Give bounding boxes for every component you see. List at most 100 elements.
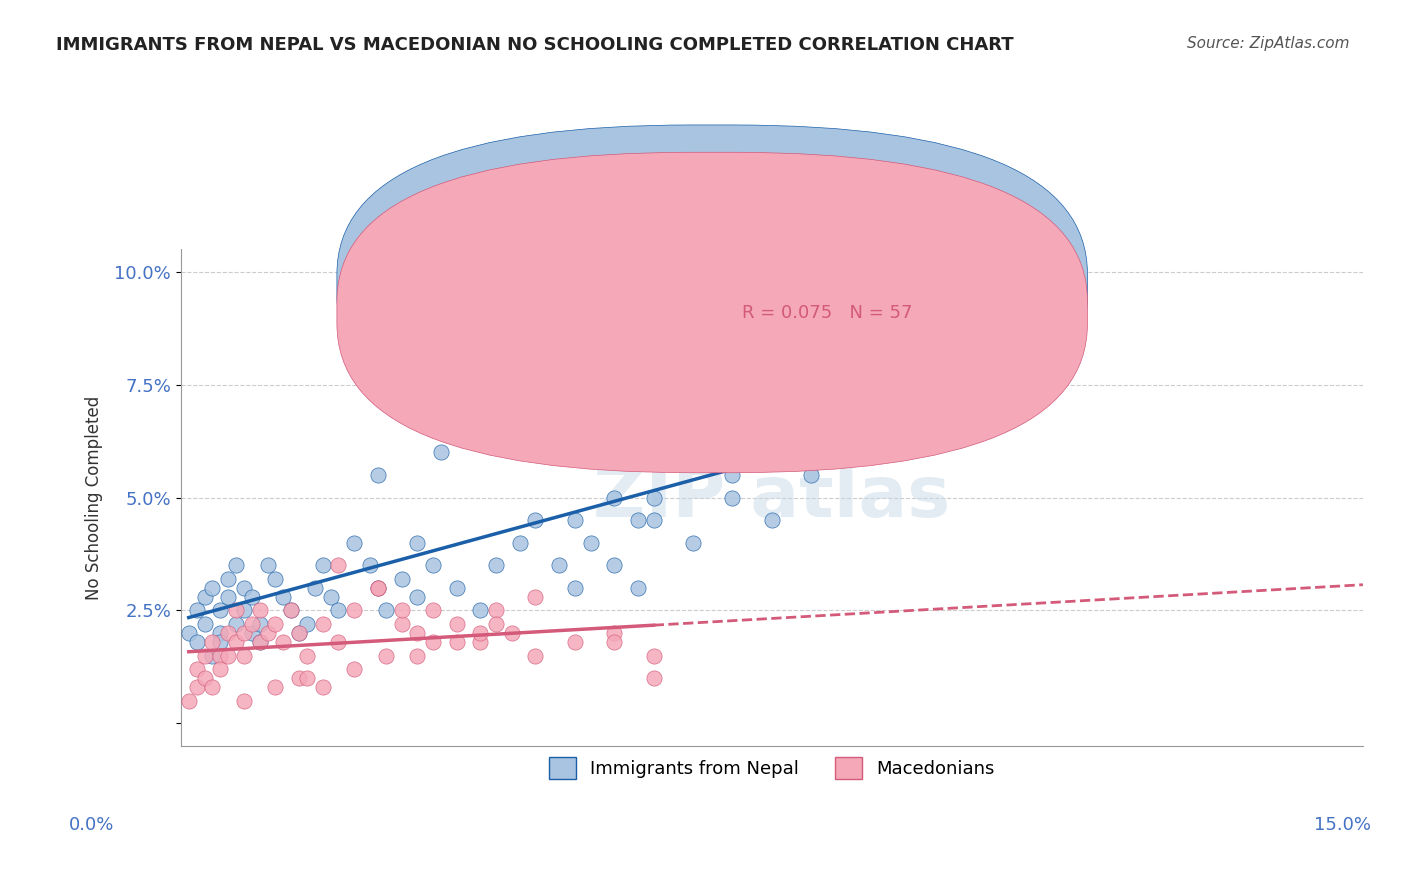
Point xyxy=(209,626,232,640)
Point xyxy=(509,535,531,549)
Point xyxy=(209,662,232,676)
Point xyxy=(548,558,571,573)
Point xyxy=(446,617,468,632)
Point xyxy=(800,467,823,482)
Point xyxy=(430,445,453,459)
FancyBboxPatch shape xyxy=(665,259,1067,334)
Point xyxy=(288,626,311,640)
Point xyxy=(406,590,429,604)
Point xyxy=(374,603,396,617)
Point xyxy=(256,558,278,573)
Point xyxy=(209,635,232,649)
Text: IMMIGRANTS FROM NEPAL VS MACEDONIAN NO SCHOOLING COMPLETED CORRELATION CHART: IMMIGRANTS FROM NEPAL VS MACEDONIAN NO S… xyxy=(56,36,1014,54)
Point xyxy=(209,603,232,617)
Point xyxy=(295,617,318,632)
Point xyxy=(524,377,547,392)
Point xyxy=(209,648,232,663)
Point xyxy=(186,635,208,649)
Point xyxy=(201,648,224,663)
Text: Source: ZipAtlas.com: Source: ZipAtlas.com xyxy=(1187,36,1350,51)
Point xyxy=(232,626,254,640)
Point xyxy=(193,671,215,685)
Point xyxy=(249,635,271,649)
Point xyxy=(328,603,350,617)
Point xyxy=(643,513,665,527)
Point xyxy=(225,635,247,649)
Point xyxy=(343,535,366,549)
Point xyxy=(643,491,665,505)
Point xyxy=(470,626,492,640)
Point xyxy=(232,603,254,617)
Point xyxy=(256,626,278,640)
Point xyxy=(280,603,302,617)
Point xyxy=(721,467,744,482)
Point xyxy=(603,626,626,640)
Point xyxy=(343,603,366,617)
Point xyxy=(761,423,783,437)
Point xyxy=(295,648,318,663)
Point xyxy=(312,680,335,694)
Point xyxy=(343,333,366,347)
Point xyxy=(225,558,247,573)
Point xyxy=(682,535,704,549)
Point xyxy=(288,671,311,685)
Point xyxy=(367,581,389,595)
Point xyxy=(579,535,602,549)
Text: R = 0.413   N = 69: R = 0.413 N = 69 xyxy=(742,277,912,294)
Point xyxy=(800,287,823,301)
Point xyxy=(391,572,413,586)
Point xyxy=(501,423,523,437)
Point xyxy=(422,635,444,649)
Point xyxy=(367,467,389,482)
Point xyxy=(422,558,444,573)
Point xyxy=(201,581,224,595)
Point xyxy=(470,401,492,415)
Point xyxy=(406,648,429,663)
Point xyxy=(603,635,626,649)
Point xyxy=(564,635,586,649)
Text: 0.0%: 0.0% xyxy=(69,815,114,833)
Point xyxy=(446,635,468,649)
Point xyxy=(217,648,239,663)
Point xyxy=(201,680,224,694)
Text: 15.0%: 15.0% xyxy=(1315,815,1371,833)
Point xyxy=(367,581,389,595)
Point xyxy=(249,617,271,632)
Point xyxy=(682,445,704,459)
Point xyxy=(501,626,523,640)
Point xyxy=(240,626,263,640)
Point xyxy=(579,401,602,415)
Text: ZIP atlas: ZIP atlas xyxy=(593,463,950,532)
Point xyxy=(264,572,287,586)
Point xyxy=(524,590,547,604)
Point xyxy=(177,694,200,708)
Legend: Immigrants from Nepal, Macedonians: Immigrants from Nepal, Macedonians xyxy=(541,750,1002,787)
Point xyxy=(280,603,302,617)
Point xyxy=(406,535,429,549)
Point xyxy=(217,590,239,604)
Point xyxy=(217,572,239,586)
Text: R = 0.075   N = 57: R = 0.075 N = 57 xyxy=(742,304,912,322)
Point xyxy=(240,590,263,604)
Point xyxy=(643,671,665,685)
Point xyxy=(524,513,547,527)
Point xyxy=(524,648,547,663)
Point xyxy=(273,635,295,649)
Point xyxy=(225,603,247,617)
Point xyxy=(295,671,318,685)
Point xyxy=(249,603,271,617)
Point xyxy=(232,694,254,708)
Point xyxy=(485,617,508,632)
Point xyxy=(391,617,413,632)
Point xyxy=(264,680,287,694)
Point xyxy=(186,662,208,676)
Point xyxy=(232,581,254,595)
Point xyxy=(328,635,350,649)
Point xyxy=(288,626,311,640)
Point xyxy=(312,617,335,632)
Point xyxy=(201,635,224,649)
Point xyxy=(446,581,468,595)
Point xyxy=(839,445,862,459)
Point xyxy=(627,581,650,595)
Y-axis label: No Schooling Completed: No Schooling Completed xyxy=(86,395,103,599)
